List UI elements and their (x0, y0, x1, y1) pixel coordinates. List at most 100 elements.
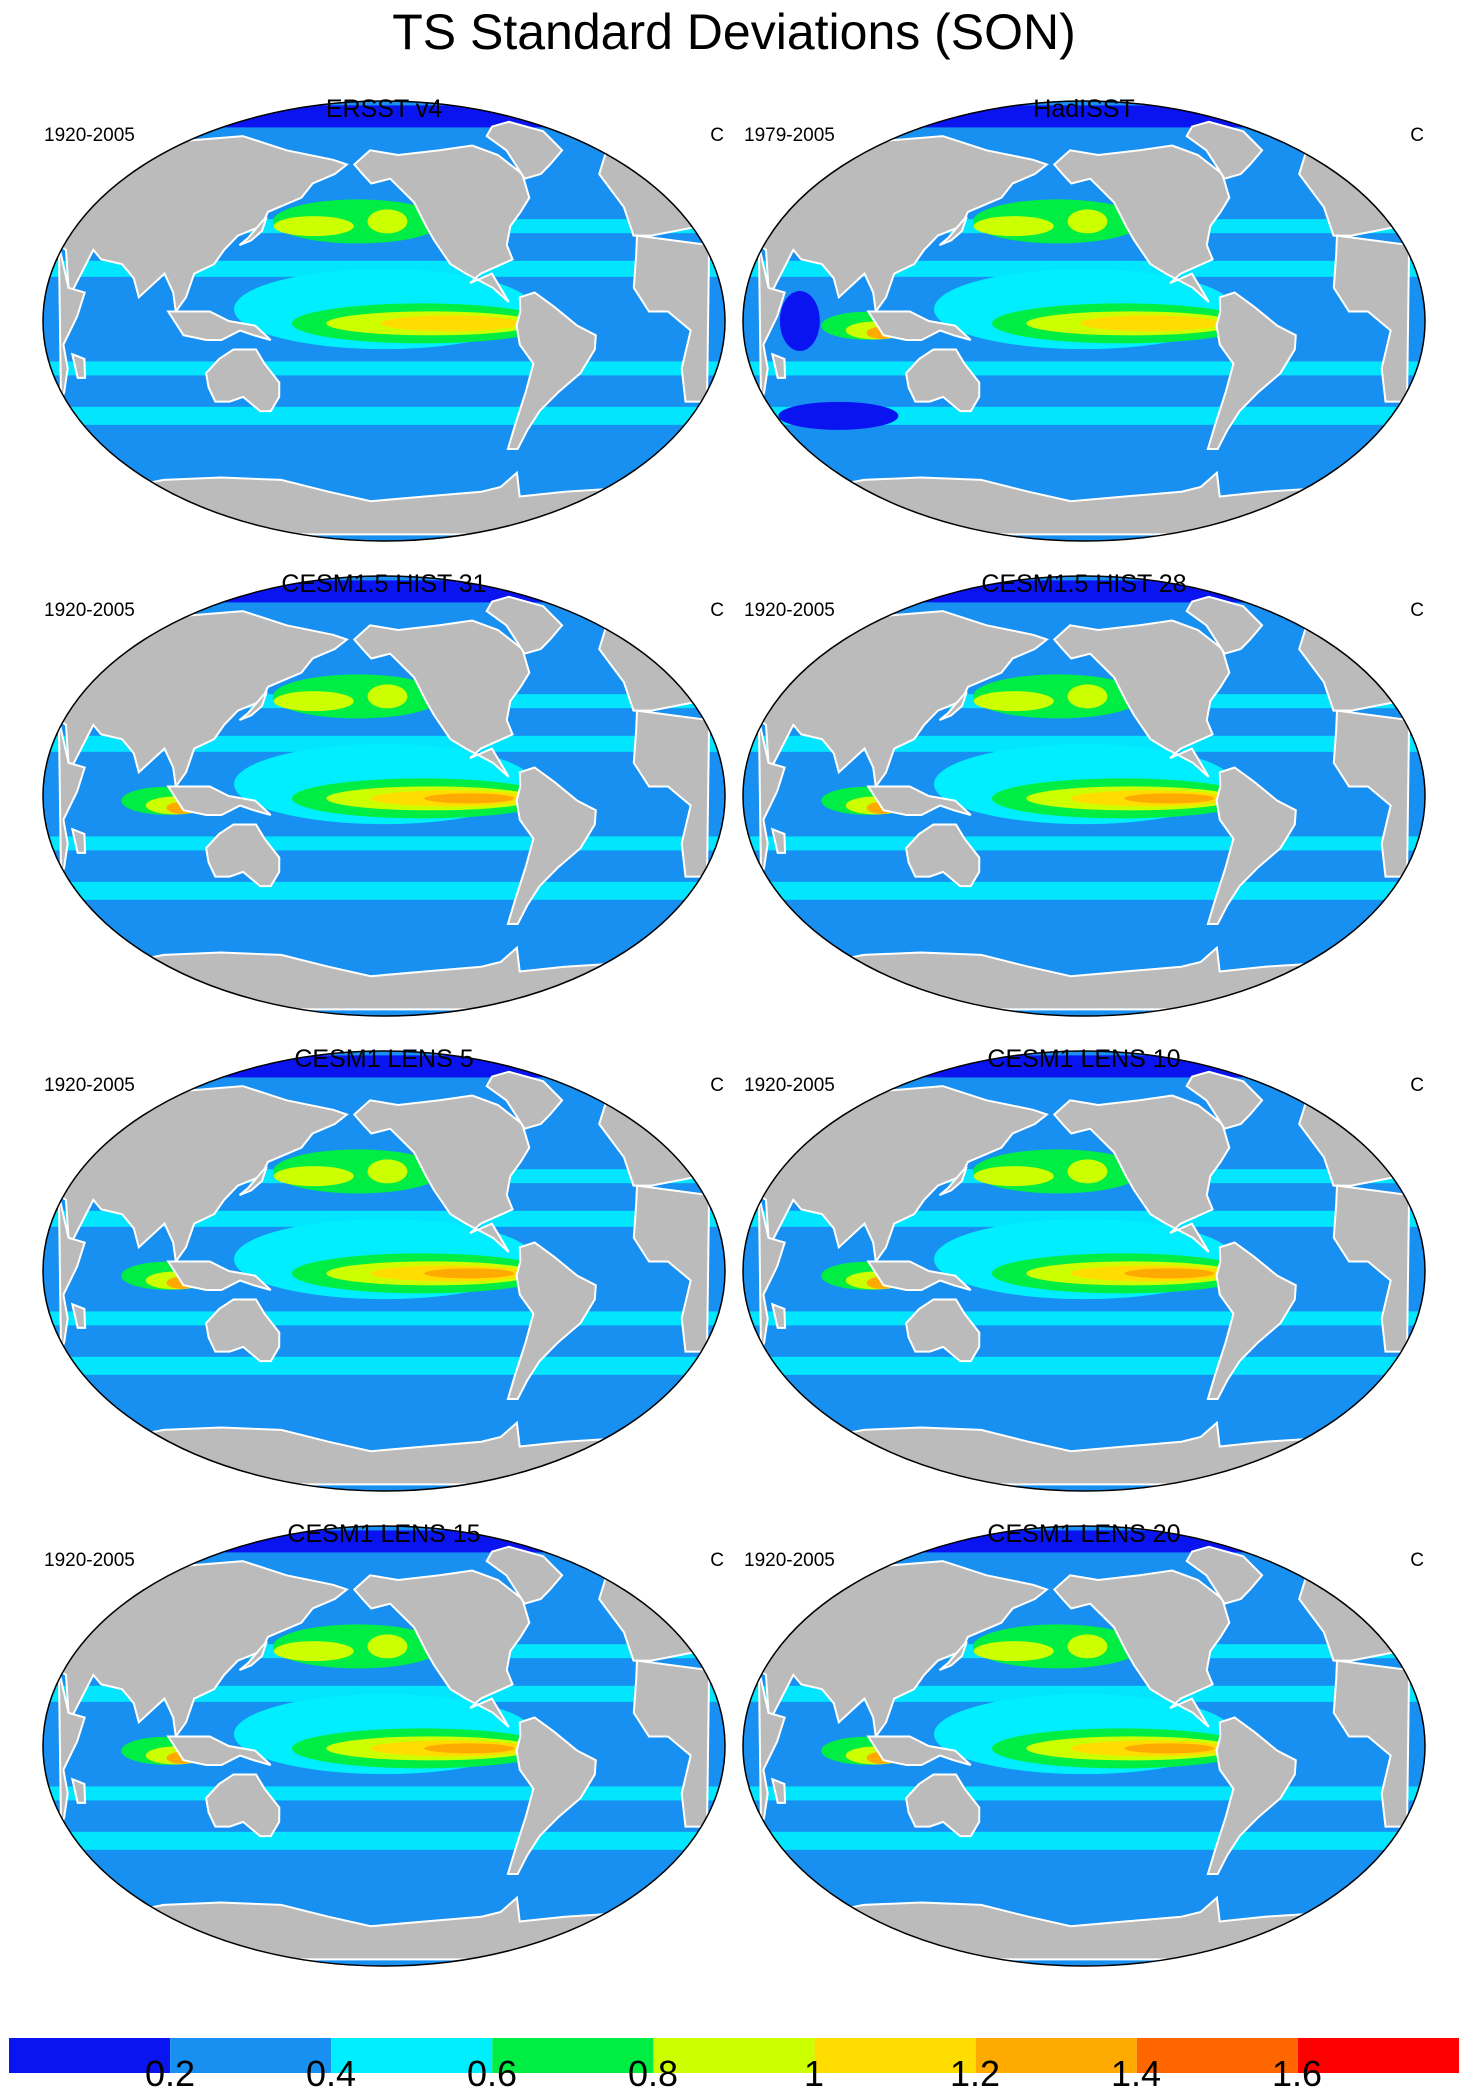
land-indonesia (166, 1735, 272, 1766)
map-panel-hadisst: HadISST 1979-2005 C (734, 94, 1434, 554)
panel-units: C (1410, 600, 1424, 621)
land-madagascar (70, 1777, 87, 1804)
globe-outline (42, 1050, 726, 1492)
map-layers (743, 101, 1425, 541)
map-panel-cesm1-lens-5: CESM1 LENS 5 1920-2005 C (34, 1044, 734, 1504)
land-madagascar (770, 1777, 787, 1804)
land-japan (238, 1166, 268, 1197)
world-map (742, 1525, 1426, 1967)
land-northAmerica (352, 144, 531, 303)
map-layers (43, 1526, 725, 1966)
land-westAfrica (1332, 1184, 1411, 1353)
colorbar-label: 1.4 (1110, 2053, 1162, 2094)
land-japan (938, 1166, 968, 1197)
map-panel-cesm1-lens-10: CESM1 LENS 10 1920-2005 C (734, 1044, 1434, 1504)
land-greenland (485, 595, 564, 655)
colorbar-label: 0.8 (627, 2053, 679, 2094)
land-indonesia (166, 310, 272, 341)
panel-title: CESM1 LENS 15 (287, 1520, 481, 1548)
panel-title: CESM1 LENS 20 (987, 1520, 1181, 1548)
panel-title: ERSST v4 (325, 95, 443, 123)
globe-outline (742, 575, 1426, 1017)
land-japan (238, 691, 268, 722)
low-variability-patch (778, 401, 899, 430)
land-indonesia (166, 1260, 272, 1291)
map-layers (743, 1051, 1425, 1491)
cyan-band (43, 1831, 725, 1850)
land-australia (905, 1773, 981, 1838)
land-westAfrica (632, 1184, 711, 1353)
colorbar-bin (975, 2038, 1137, 2073)
globe-outline (42, 100, 726, 542)
map-layers (43, 1051, 725, 1491)
land-greenland (485, 120, 564, 180)
land-greenland (485, 1070, 564, 1130)
panel-title: CESM1 LENS 5 (294, 1045, 474, 1073)
land-westAfrica (632, 709, 711, 878)
north-pacific-yellow (273, 691, 354, 712)
north-pacific-yellow (273, 1641, 354, 1662)
north-pacific-yellow (367, 209, 408, 234)
land-madagascar (70, 827, 87, 854)
colorbar-bin (1136, 2038, 1298, 2073)
north-pacific-yellow (973, 1641, 1054, 1662)
land-madagascar (770, 1302, 787, 1329)
land-southAmerica (1206, 291, 1297, 450)
land-southAmerica (506, 291, 597, 450)
land-eurasia (57, 1560, 349, 1740)
land-northAmerica (1052, 619, 1231, 778)
panel-title: CESM1.5 HIST 28 (981, 570, 1187, 598)
map-panel-ersst: ERSST v4 1920-2005 C (34, 94, 734, 554)
map-layers (43, 576, 725, 1016)
land-australia (205, 1773, 281, 1838)
land-australia (905, 823, 981, 888)
land-australia (205, 1298, 281, 1363)
land-eurasia (757, 1085, 1049, 1265)
panel-period: 1920-2005 (44, 1075, 135, 1096)
land-eurasia (57, 610, 349, 790)
cyan-band (43, 1311, 725, 1326)
panel-title: CESM1.5 HIST 31 (281, 570, 487, 598)
world-map (742, 1050, 1426, 1492)
land-northAmerica (1052, 144, 1231, 303)
colorbar-label: 0.4 (305, 2053, 357, 2094)
panel-units: C (1410, 1550, 1424, 1571)
north-pacific-yellow (367, 1159, 408, 1184)
land-madagascar (70, 352, 87, 379)
cyan-band (743, 1786, 1425, 1801)
land-greenland (1185, 1070, 1264, 1130)
land-southAmerica (1206, 1241, 1297, 1400)
enso-peak (1124, 793, 1215, 804)
cyan-band (43, 1356, 725, 1375)
map-layers (743, 1526, 1425, 1966)
land-australia (905, 1298, 981, 1363)
world-map (42, 1525, 726, 1967)
colorbar-bin (1297, 2038, 1459, 2073)
land-greenland (1185, 120, 1264, 180)
colorbar-bin (653, 2038, 815, 2073)
colorbar-label: 1 (803, 2053, 825, 2094)
land-madagascar (770, 352, 787, 379)
map-panel-cesm15-hist-31: CESM1.5 HIST 31 1920-2005 C (34, 569, 734, 1029)
land-indonesia (866, 1735, 972, 1766)
land-japan (238, 1641, 268, 1672)
north-pacific-yellow (973, 691, 1054, 712)
land-japan (938, 216, 968, 247)
land-eurasia (757, 610, 1049, 790)
land-madagascar (770, 827, 787, 854)
globe-outline (742, 1050, 1426, 1492)
cyan-band (43, 1786, 725, 1801)
land-greenland (1185, 595, 1264, 655)
panel-period: 1920-2005 (744, 1075, 835, 1096)
panel-period: 1979-2005 (744, 125, 835, 146)
north-pacific-yellow (1067, 1159, 1108, 1184)
panel-period: 1920-2005 (44, 125, 135, 146)
colorbar (9, 2038, 1459, 2073)
panel-period: 1920-2005 (44, 1550, 135, 1571)
enso-orange (1080, 315, 1221, 332)
land-northAmerica (1052, 1569, 1231, 1728)
cyan-band (743, 361, 1425, 376)
landmasses (757, 1070, 1411, 1486)
land-japan (238, 216, 268, 247)
land-westAfrica (1332, 709, 1411, 878)
